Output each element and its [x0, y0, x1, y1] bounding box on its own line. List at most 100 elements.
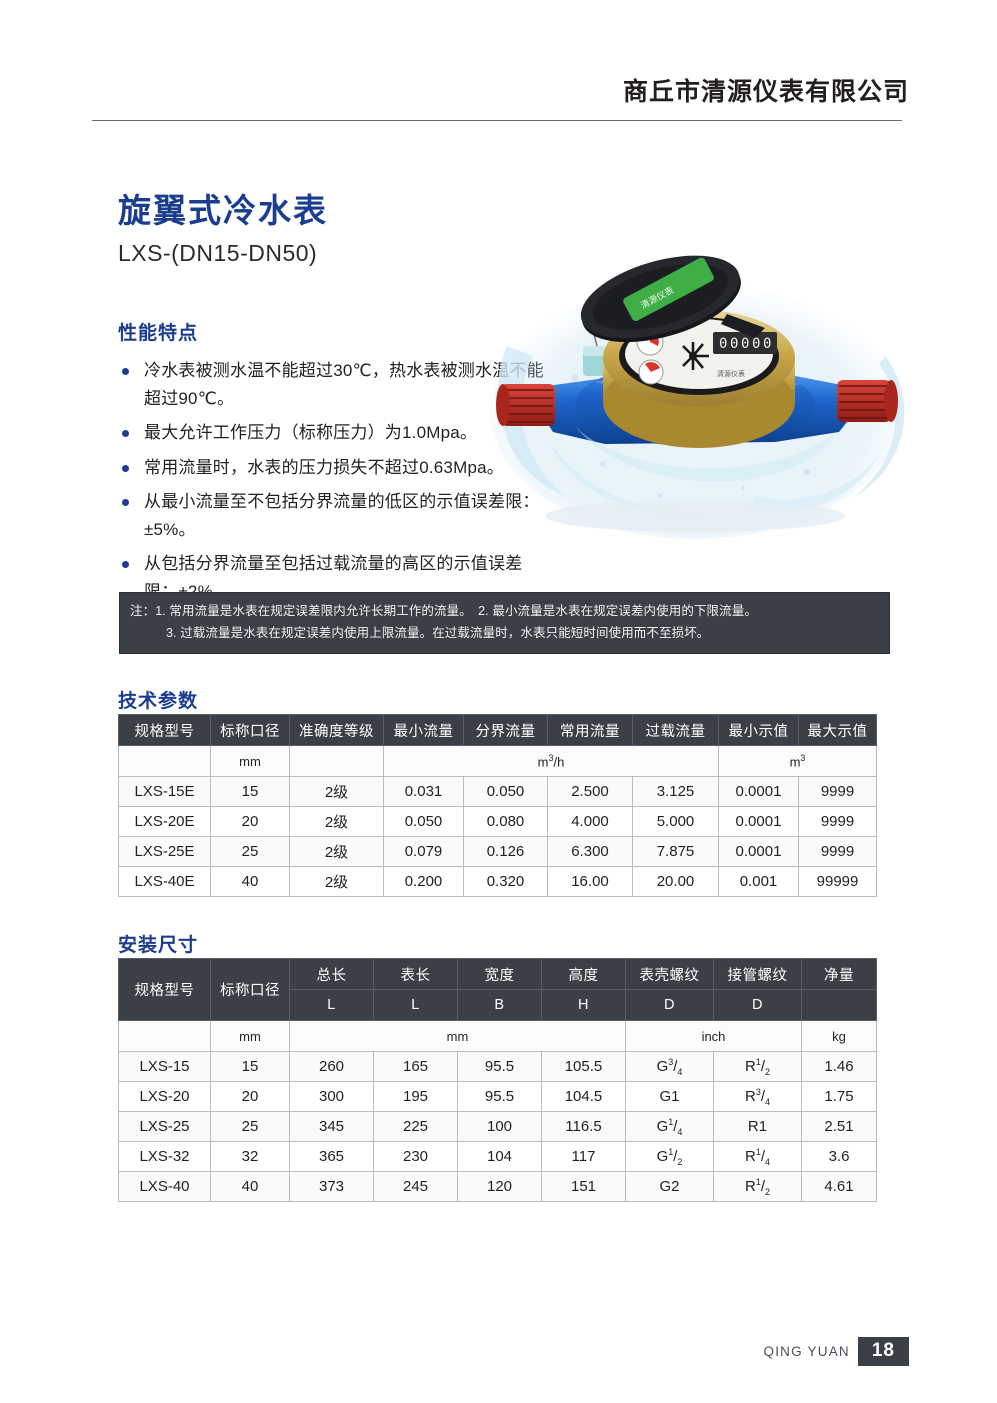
- list-item: 常用流量时，水表的压力损失不超过0.63Mpa。: [118, 454, 548, 482]
- cell-class: 2级: [289, 836, 384, 867]
- cell-maxread: 9999: [798, 836, 877, 867]
- cell-dn: 15: [210, 1051, 290, 1082]
- col-header: 表壳螺纹: [625, 958, 714, 990]
- unit-row: mm mm inch kg: [118, 1020, 877, 1052]
- cell-maxread: 99999: [798, 866, 877, 897]
- cell-weight: 1.46: [801, 1051, 877, 1082]
- table-header-row: 规格型号 标称口径 总长 表长 宽度 高度 表壳螺纹 接管螺纹 净量: [118, 958, 877, 1021]
- bullet-icon: [122, 499, 129, 507]
- cell-dn: 40: [210, 1171, 290, 1202]
- unit-thread: inch: [625, 1020, 802, 1052]
- install-dimensions-table: 规格型号 标称口径 总长 表长 宽度 高度 表壳螺纹 接管螺纹 净量 L L B…: [118, 958, 877, 1202]
- company-name: 商丘市清源仪表有限公司: [622, 78, 909, 106]
- cell-pipe-thread: R1/4: [713, 1141, 802, 1172]
- table-row: LXS-32 32 365 230 104 117 G1/2 R1/4 3.6: [118, 1141, 877, 1172]
- bullet-icon: [122, 368, 129, 375]
- list-item: 最大允许工作压力（标称压力）为1.0Mpa。: [118, 419, 548, 447]
- col-header: 接管螺纹: [713, 958, 802, 990]
- feature-text: 从最小流量至不包括分界流量的低区的示值误差限：±5%。: [144, 492, 540, 539]
- feature-text: 冷水表被测水温不能超过30℃，热水表被测水温不能超过90℃。: [144, 361, 544, 408]
- note-line-1: 注：1. 常用流量是水表在规定误差限内允许长期工作的流量。 2. 最小流量是水表…: [130, 604, 757, 618]
- col-header: 过载流量: [632, 714, 719, 746]
- table-row: LXS-40 40 373 245 120 151 G2 R1/2 4.61: [118, 1171, 877, 1202]
- page-footer: QING YUAN 18: [764, 1337, 909, 1366]
- cell-minread: 0.0001: [718, 776, 799, 807]
- cell-dn: 20: [210, 806, 290, 837]
- cell-width: 95.5: [457, 1081, 542, 1112]
- col-header: 宽度: [457, 958, 542, 990]
- cell-qn: 2.500: [547, 776, 633, 807]
- cell-pipe-thread: R1: [713, 1111, 802, 1142]
- cell-qt: 0.126: [463, 836, 548, 867]
- unit-flow: m3/h: [383, 745, 719, 777]
- col-symbol: L: [373, 989, 458, 1021]
- features-heading: 性能特点: [118, 323, 199, 344]
- cell-height: 117: [541, 1141, 626, 1172]
- cell-qmax: 7.875: [632, 836, 719, 867]
- svg-text:0: 0: [763, 336, 771, 352]
- dim-table-heading: 安装尺寸: [118, 935, 199, 956]
- cell-case-thread: G1: [625, 1081, 714, 1112]
- cell-pipe-thread: R3/4: [713, 1081, 802, 1112]
- cell-width: 120: [457, 1171, 542, 1202]
- cell-dn: 20: [210, 1081, 290, 1112]
- cell-minread: 0.0001: [718, 806, 799, 837]
- col-header: 标称口径: [210, 714, 290, 746]
- page-title: 旋翼式冷水表: [118, 192, 328, 229]
- cell-meter-length: 195: [373, 1081, 458, 1112]
- unit-length: mm: [289, 1020, 626, 1052]
- note-box: 注：1. 常用流量是水表在规定误差限内允许长期工作的流量。 2. 最小流量是水表…: [119, 592, 890, 654]
- thread-right: [837, 380, 898, 422]
- svg-text:0: 0: [719, 336, 727, 352]
- svg-text:清源仪表: 清源仪表: [717, 369, 745, 378]
- cell-width: 95.5: [457, 1051, 542, 1082]
- col-symbol: L: [289, 989, 374, 1021]
- note-line-2: 3. 过载流量是水表在规定误差内使用上限流量。在过载流量时，水表只能短时间使用而…: [166, 625, 710, 640]
- cell-height: 105.5: [541, 1051, 626, 1082]
- cell-dn: 25: [210, 836, 290, 867]
- cell-width: 100: [457, 1111, 542, 1142]
- table-row: LXS-20E 20 2级 0.050 0.080 4.000 5.000 0.…: [118, 806, 877, 837]
- col-header: 最小示值: [718, 714, 799, 746]
- cell-case-thread: G3/4: [625, 1051, 714, 1082]
- meter-dial: 000 00 清源仪表 LXS-15E: [636, 319, 777, 385]
- col-header: 最小流量: [383, 714, 464, 746]
- bullet-icon: [122, 464, 129, 472]
- cell-qmax: 3.125: [632, 776, 719, 807]
- col-header: 最大示值: [798, 714, 877, 746]
- unit-blank: [289, 745, 384, 777]
- cell-meter-length: 165: [373, 1051, 458, 1082]
- cell-minread: 0.0001: [718, 836, 799, 867]
- cell-model: LXS-15E: [118, 776, 211, 807]
- unit-mm: mm: [210, 1020, 290, 1052]
- tech-table-heading: 技术参数: [118, 691, 199, 712]
- cell-model: LXS-20E: [118, 806, 211, 837]
- cell-dn: 25: [210, 1111, 290, 1142]
- water-meter-illustration: 000 00 清源仪表 LXS-15E 清源仪表: [490, 255, 905, 539]
- cell-dn: 32: [210, 1141, 290, 1172]
- cell-qmin: 0.050: [383, 806, 464, 837]
- bullet-icon: [122, 561, 129, 569]
- col-symbol: D: [713, 989, 802, 1021]
- col-header: 标称口径: [210, 958, 290, 1021]
- table-header-row: 规格型号 标称口径 准确度等级 最小流量 分界流量 常用流量 过载流量 最小示值…: [118, 714, 877, 746]
- unit-blank: [118, 745, 211, 777]
- cell-weight: 3.6: [801, 1141, 877, 1172]
- col-header: 总长: [289, 958, 374, 990]
- cell-weight: 1.75: [801, 1081, 877, 1112]
- cell-qt: 0.320: [463, 866, 548, 897]
- col-symbol: H: [541, 989, 626, 1021]
- unit-row: mm m3/h m3: [118, 745, 877, 777]
- unit-mm: mm: [210, 745, 290, 777]
- col-header: 规格型号: [118, 958, 211, 1021]
- cell-weight: 4.61: [801, 1171, 877, 1202]
- header-divider: [92, 120, 902, 121]
- col-symbol-blank: [801, 989, 877, 1021]
- list-item: 从最小流量至不包括分界流量的低区的示值误差限：±5%。: [118, 488, 548, 543]
- cell-meter-length: 225: [373, 1111, 458, 1142]
- cell-total-length: 260: [289, 1051, 374, 1082]
- table-row: LXS-25E 25 2级 0.079 0.126 6.300 7.875 0.…: [118, 836, 877, 867]
- cell-maxread: 9999: [798, 776, 877, 807]
- cell-pipe-thread: R1/2: [713, 1171, 802, 1202]
- cell-model: LXS-20: [118, 1081, 211, 1112]
